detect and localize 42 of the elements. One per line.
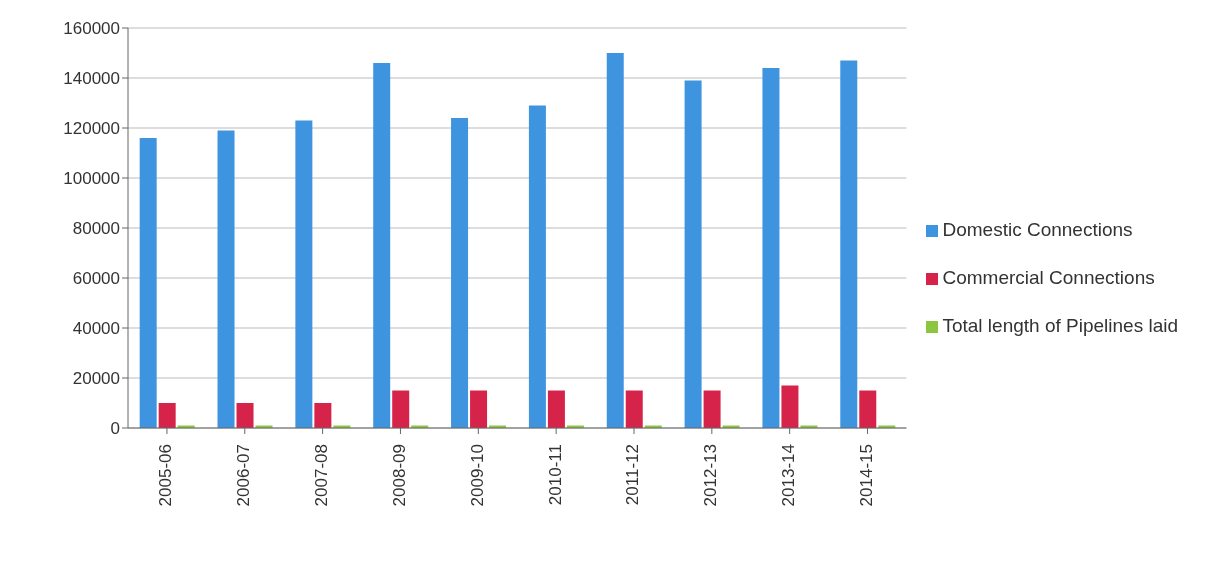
y-tick-label: 100000 <box>63 169 120 189</box>
bar <box>451 118 469 428</box>
x-tick-label: 2014-15 <box>857 444 877 507</box>
y-tick-label: 80000 <box>72 219 120 239</box>
x-tick-label: 2006-07 <box>234 444 254 507</box>
x-tick-label: 2005-06 <box>156 444 176 507</box>
legend-label: Domestic Connections <box>942 219 1133 240</box>
bar <box>547 390 565 428</box>
y-tick-label: 140000 <box>63 69 120 89</box>
y-tick-label: 160000 <box>63 19 120 39</box>
bar <box>859 390 877 428</box>
bar <box>625 390 643 428</box>
x-tick-label: 2011-12 <box>623 444 643 506</box>
x-tick-label: 2007-08 <box>312 444 332 507</box>
legend-label: Commercial Connections <box>942 267 1155 288</box>
bar <box>781 385 799 428</box>
bar <box>217 130 235 428</box>
bar <box>606 53 624 428</box>
y-tick-label: 60000 <box>72 269 120 289</box>
bar <box>470 390 488 428</box>
bar <box>840 60 858 428</box>
bar <box>158 403 176 428</box>
bar <box>295 120 313 428</box>
bar <box>684 80 702 428</box>
x-tick-label: 2013-14 <box>779 444 799 507</box>
y-tick-label: 20000 <box>72 369 120 389</box>
x-tick-label: 2012-13 <box>701 444 721 507</box>
bar <box>373 63 391 428</box>
y-tick-label: 0 <box>110 419 120 439</box>
bar <box>392 390 410 428</box>
bar <box>762 68 780 428</box>
x-tick-label: 2010-11 <box>545 444 565 506</box>
bar <box>236 403 254 428</box>
bar <box>314 403 332 428</box>
bar <box>139 138 157 428</box>
bar <box>703 390 721 428</box>
bar <box>528 105 546 428</box>
y-tick-label: 40000 <box>72 319 120 339</box>
x-tick-label: 2008-09 <box>389 444 409 507</box>
y-tick-label: 120000 <box>63 119 120 139</box>
x-tick-label: 2009-10 <box>467 444 487 507</box>
legend-label: Total length of Pipelines laid <box>942 315 1178 336</box>
